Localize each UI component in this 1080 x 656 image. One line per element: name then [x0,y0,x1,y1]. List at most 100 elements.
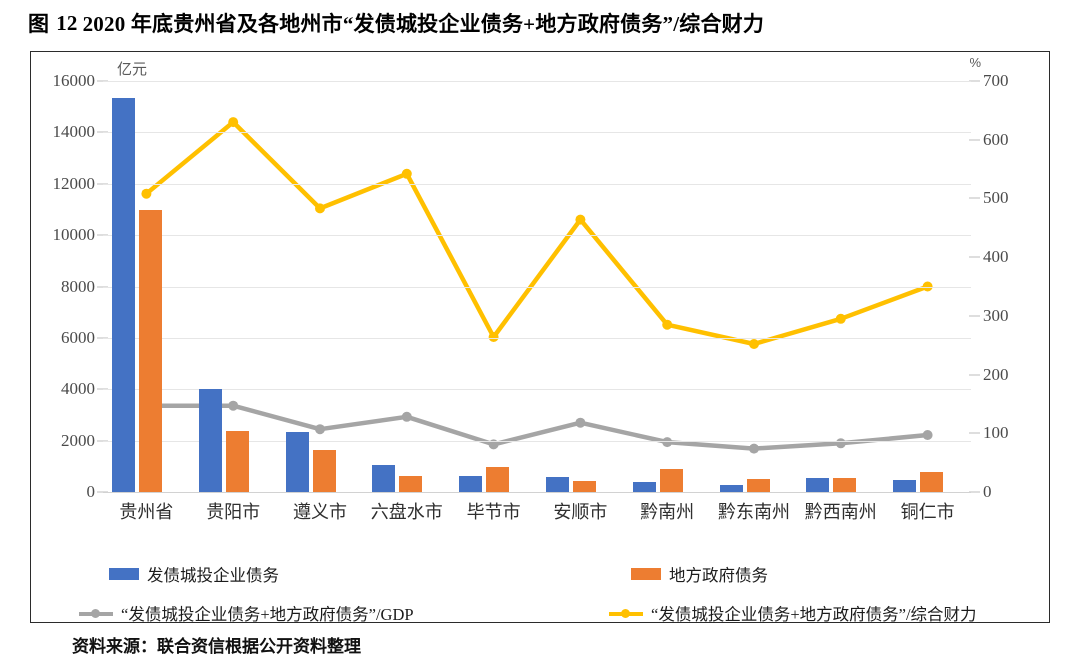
data-point-marker[interactable] [315,203,325,214]
y-axis-tick-label: 10000 [52,225,96,245]
gridline [103,132,971,134]
bar-group [277,81,364,492]
page-title: 图 12 2020 年底贵州省及各地州市“发债城投企业债务+地方政府债务”/综合… [28,4,1058,42]
y-axis-tick-mark [97,80,108,82]
gridline [103,440,971,442]
bar[interactable] [486,467,510,492]
data-point-marker[interactable] [141,188,152,199]
y-axis-tick-label: 8000 [61,276,95,296]
legend-item-debt-to-gdp[interactable]: “发债城投企业债务+地方政府债务”/GDP [79,601,414,625]
legend-item-debt-to-fiscal-capacity[interactable]: “发债城投企业债务+地方政府债务”/综合财力 [609,601,977,625]
x-axis-tick-label: 黔东南州 [717,502,790,522]
data-point-marker[interactable] [835,313,846,324]
data-point-marker[interactable] [488,332,499,342]
x-axis-tick-label: 黔南州 [640,502,695,522]
y-axis-tick-mark [97,286,108,287]
x-axis-tick-label: 安顺市 [553,502,608,522]
y2-axis-tick-label: 500 [983,188,1009,208]
bar[interactable] [833,478,857,492]
gridline [103,183,971,185]
bar[interactable] [806,477,830,492]
gridline [103,389,971,391]
bar[interactable] [719,485,743,492]
bar[interactable] [632,481,656,492]
y2-axis-tick-mark [969,80,980,82]
bar-group [190,81,277,492]
line-series-overlay [141,117,933,454]
y-axis-tick-label: 4000 [61,379,95,399]
x-axis-tick-label: 贵州省 [119,502,174,522]
data-point-marker[interactable] [749,339,759,349]
figure-number: 12 [56,10,78,35]
y2-axis-tick-mark [969,197,980,199]
data-point-marker[interactable] [488,439,499,450]
y-axis-tick-mark [97,131,108,133]
left-axis: 16000 14000 12000 10000 8000 6000 4000 2000 0 [31,71,108,501]
data-point-marker[interactable] [662,319,673,330]
data-point-marker[interactable] [575,417,586,428]
y-axis-tick-mark [97,183,108,185]
y2-axis-tick-mark [969,432,980,434]
data-point-marker[interactable] [401,168,412,179]
y2-axis-tick-mark [969,491,980,493]
bar[interactable] [112,97,135,492]
bar[interactable] [893,479,917,492]
data-point-marker[interactable] [228,400,239,411]
y-axis-tick-mark [97,388,108,390]
y2-axis-tick-mark [969,374,980,376]
x-axis-tick-label: 毕节市 [466,502,521,522]
bar[interactable] [225,431,249,492]
figure-label: 图 [28,12,50,36]
data-point-marker[interactable] [662,437,673,448]
gridline [103,492,971,493]
bar[interactable] [372,465,396,492]
y2-axis-tick-mark [969,315,980,317]
bar[interactable] [198,389,222,492]
gridline [103,337,971,339]
y-axis-tick-label: 12000 [52,173,96,193]
bar[interactable] [139,210,162,492]
legend-item-government-debt[interactable]: 地方政府债务 [631,562,768,586]
bar[interactable] [746,478,770,492]
x-axis-tick-label: 铜仁市 [900,502,955,522]
chart-container: 亿元 % 16000 14000 12000 10000 8000 6000 4000 200… [30,51,1050,625]
bar-group [450,81,537,492]
y2-axis-tick-mark [969,256,980,258]
y-axis-tick-mark [97,440,108,442]
bar[interactable] [920,472,944,492]
y-axis-tick-mark [97,337,108,339]
bar[interactable] [285,431,309,492]
legend-item-label: 发债城投企业债务 [147,566,279,585]
data-point-marker[interactable] [575,214,586,225]
x-axis-labels: 贵州省 贵阳市 遵义市 六盘水市 毕节市 安顺市 黔南州 黔东南州 黔西南州 铜仁市 [103,498,971,532]
bar[interactable] [546,476,569,492]
y-axis-tick-label: 6000 [61,327,95,347]
legend-item-corporate-debt[interactable]: 发债城投企业债务 [109,562,279,586]
data-point-marker[interactable] [401,411,412,422]
data-point-marker[interactable] [315,424,325,435]
legend-item-label: “发债城投企业债务+地方政府债务”/GDP [121,605,414,624]
source-note: 资料来源：联合资信根据公开资料整理 [72,637,361,656]
bar[interactable] [573,480,596,492]
legend-line-marker-icon [609,607,643,619]
data-point-marker[interactable] [749,443,759,454]
y2-axis-tick-label: 300 [983,305,1009,325]
y2-axis-tick-label: 400 [983,247,1009,267]
y-axis-tick-mark [97,234,108,236]
bar[interactable] [312,450,336,492]
plot-area [103,81,971,493]
legend-item-label: “发债城投企业债务+地方政府债务”/综合财力 [651,605,977,624]
line-series [144,119,930,347]
bar-group [537,81,624,492]
bar-group [624,81,711,492]
legend-swatch-icon [631,568,661,580]
right-axis: 700 600 500 400 300 200 100 0 [969,71,1043,501]
bar[interactable] [659,468,683,492]
left-axis-unit-label: 亿元 [117,61,148,78]
data-point-marker[interactable] [228,117,239,128]
bar[interactable] [459,476,483,492]
bar[interactable] [399,476,423,492]
gridline [103,286,971,288]
data-point-marker[interactable] [922,430,933,440]
